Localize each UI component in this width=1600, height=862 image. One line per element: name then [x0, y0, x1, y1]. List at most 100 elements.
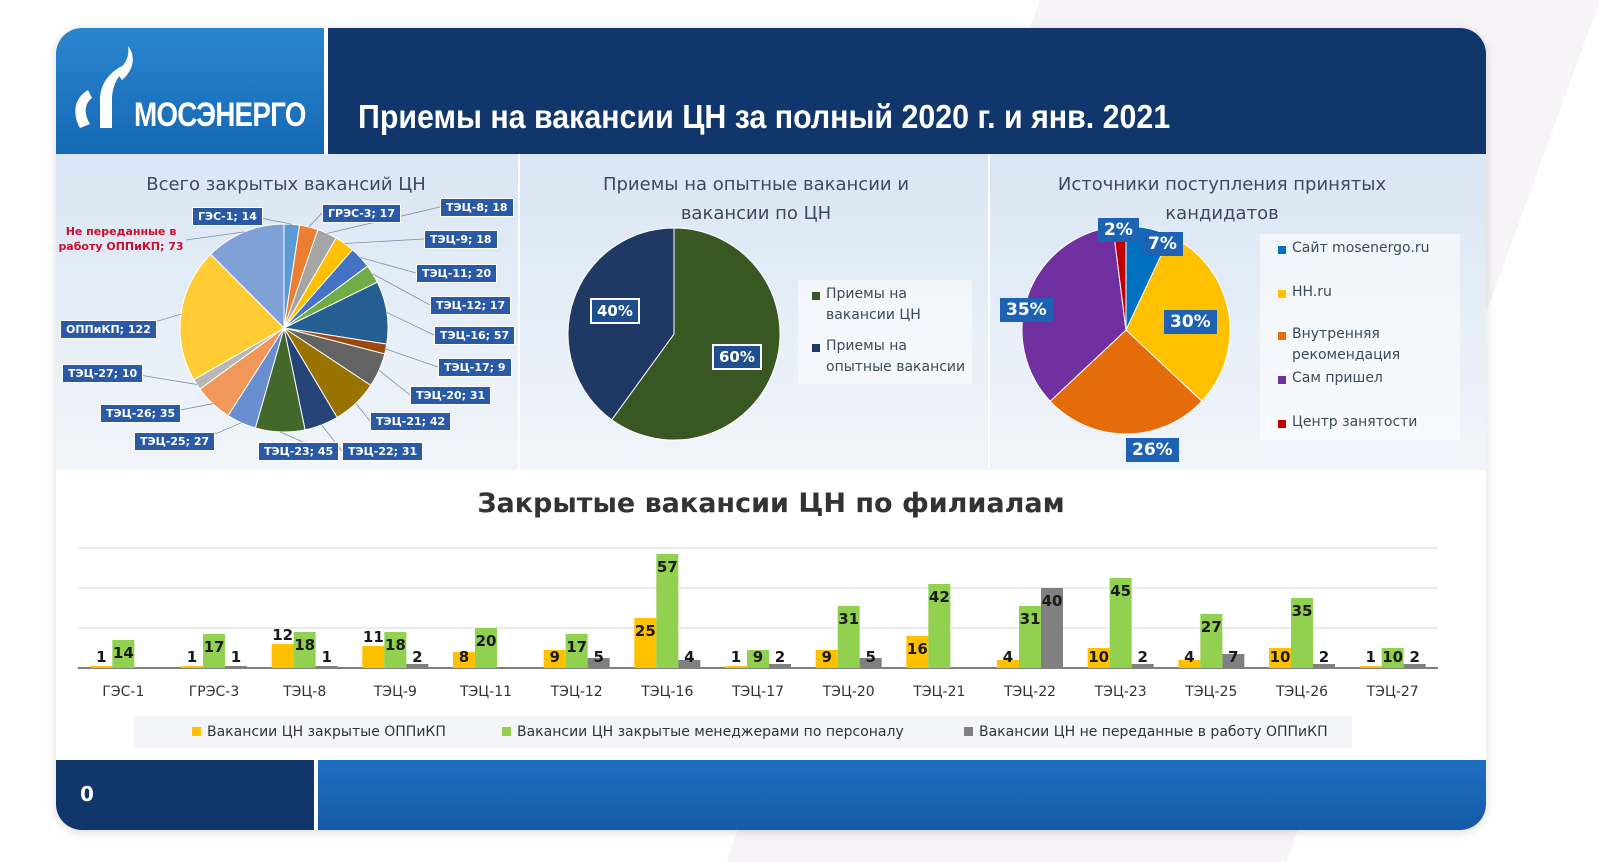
bar-3-7	[678, 660, 701, 668]
bar-1-3	[271, 644, 294, 668]
bar-3-14	[1313, 664, 1335, 668]
bar-label-1-11: 4	[1003, 648, 1013, 666]
chart1-label-4: ТЭЦ-9; 18	[424, 230, 498, 249]
bar-2-13	[1200, 614, 1223, 668]
chart1-title: Всего закрытых вакансий ЦН	[146, 174, 426, 195]
bar-label-3-12: 2	[1137, 648, 1147, 666]
header-bar: Приемы на вакансии ЦН за полный 2020 г. …	[328, 28, 1486, 154]
bar-2-12	[1109, 578, 1132, 668]
chart1-pie	[126, 206, 441, 452]
chart3-label-1: 7%	[1142, 232, 1183, 256]
bar-chart-title: Закрытые вакансии ЦН по филиалам	[477, 488, 1065, 519]
bar-2-9	[837, 606, 860, 668]
bar-label-3-4: 2	[412, 648, 422, 666]
bar-label-2-5: 20	[476, 632, 497, 650]
bar-label-1-12: 10	[1088, 648, 1109, 666]
bar-2-11	[1019, 606, 1041, 668]
chart1-leader-line	[185, 231, 245, 241]
bar-3-2	[225, 666, 247, 668]
bar-category-label: ТЭЦ-20	[822, 684, 875, 700]
chart1-leader-line	[355, 403, 371, 422]
footer: 0	[56, 760, 1486, 830]
bar-category-label: ТЭЦ-27	[1366, 684, 1419, 700]
chart3-slice-4	[1021, 226, 1127, 402]
bar-legend-item-1: Вакансии ЦН закрытые ОППиКП	[192, 724, 446, 740]
legend-swatch	[812, 292, 820, 300]
bar-label-2-15: 10	[1382, 648, 1403, 666]
bar-chart-area	[56, 470, 1486, 760]
bar-3-11	[1041, 588, 1063, 668]
chart2-legend-item-2: Приемы на опытные вакансии	[826, 338, 966, 375]
bar-label-2-9: 31	[838, 610, 859, 628]
bar-label-3-11: 40	[1042, 592, 1063, 610]
legend-swatch	[812, 344, 820, 352]
legend-swatch	[1278, 420, 1286, 428]
bar-1-4	[362, 646, 385, 668]
bar-category-label: ТЭЦ-17	[731, 684, 784, 700]
bar-label-1-14: 10	[1270, 648, 1291, 666]
chart3-legend: Сайт mosenergo.ru HH.ru Внутренняя реком…	[1260, 234, 1460, 440]
page-title: Приемы на вакансии ЦН за полный 2020 г. …	[358, 98, 1171, 135]
bar-3-9	[859, 658, 882, 668]
bar-label-1-3: 12	[272, 626, 293, 644]
chart2-title: Приемы на опытные вакансии и вакансии по…	[602, 174, 910, 224]
bar-1-5	[453, 652, 475, 668]
bar-label-1-10: 16	[907, 640, 928, 658]
legend-swatch	[1278, 376, 1286, 384]
bar-label-1-7: 25	[635, 622, 656, 640]
bar-label-2-11: 31	[1020, 610, 1041, 628]
footer-bar	[318, 760, 1486, 830]
chart3-legend-item-4: Сам пришел	[1292, 370, 1383, 386]
bar-2-5	[475, 628, 497, 668]
bar-label-1-4: 11	[363, 628, 384, 646]
chart1-leader-line	[344, 238, 425, 244]
bar-1-9	[815, 650, 838, 668]
logo-text: МОСЭНЕРГО	[134, 96, 306, 134]
chart2-label-1: 60%	[712, 344, 762, 370]
page-number: 0	[80, 782, 94, 806]
chart3-label-4: 35%	[1000, 298, 1053, 322]
chart3-label-2: 30%	[1164, 310, 1217, 334]
bar-label-3-14: 2	[1319, 648, 1329, 666]
chart1-label-14: ТЭЦ-26; 35	[100, 404, 182, 423]
legend-swatch	[964, 727, 973, 736]
bar-category-label: ТЭЦ-8	[282, 684, 326, 700]
bar-category-label: ГЭС-1	[102, 684, 144, 700]
bar-label-1-15: 1	[1365, 648, 1375, 666]
legend-swatch	[1278, 290, 1286, 298]
slide: МОСЭНЕРГО Приемы на вакансии ЦН за полны…	[56, 28, 1486, 830]
logo: МОСЭНЕРГО	[56, 28, 324, 154]
bar-label-3-3: 1	[321, 648, 331, 666]
bar-2-7	[656, 554, 679, 668]
chart1-leader-line	[360, 257, 417, 274]
bar-label-2-1: 14	[113, 644, 134, 662]
bar-label-3-2: 1	[231, 648, 241, 666]
legend-swatch	[1278, 332, 1286, 340]
chart1-label-9: ТЭЦ-20; 31	[410, 386, 492, 405]
bar-label-2-13: 27	[1201, 618, 1222, 636]
chart1-leader-line	[372, 273, 431, 306]
bar-label-2-7: 57	[657, 558, 678, 576]
chart2-legend: Приемы на вакансии ЦН Приемы на опытные …	[798, 280, 972, 384]
chart1-label-10: ТЭЦ-21; 42	[370, 412, 452, 431]
bar-label-3-9: 5	[865, 648, 875, 666]
chart3-label-3: 26%	[1126, 438, 1179, 462]
bar-legend-label-3: Вакансии ЦН не переданные в работу ОППиК…	[979, 724, 1328, 740]
chart1-label-3: ТЭЦ-8; 18	[440, 198, 514, 217]
chart1-label-12: ТЭЦ-23; 45	[258, 442, 340, 461]
bar-label-2-14: 35	[1292, 602, 1313, 620]
chart3-slice-3	[1049, 329, 1203, 435]
footer-separator	[314, 760, 318, 830]
chart1-label-13: ТЭЦ-25; 27	[134, 432, 216, 451]
chart1-label-15: ТЭЦ-27; 10	[62, 364, 144, 383]
chart1-label-16: Не переданные в работу ОППиКП; 73	[58, 225, 184, 253]
chart3-legend-item-5: Центр занятости	[1292, 414, 1418, 430]
bar-2-1	[112, 640, 135, 668]
bar-3-8	[769, 664, 791, 668]
bar-label-2-8: 9	[753, 648, 763, 666]
bar-label-2-10: 42	[929, 588, 950, 606]
bar-label-2-2: 17	[204, 638, 225, 656]
chart1-slice-16	[179, 253, 285, 381]
bar-2-10	[928, 584, 951, 668]
bar-category-label: ТЭЦ-12	[550, 684, 603, 700]
